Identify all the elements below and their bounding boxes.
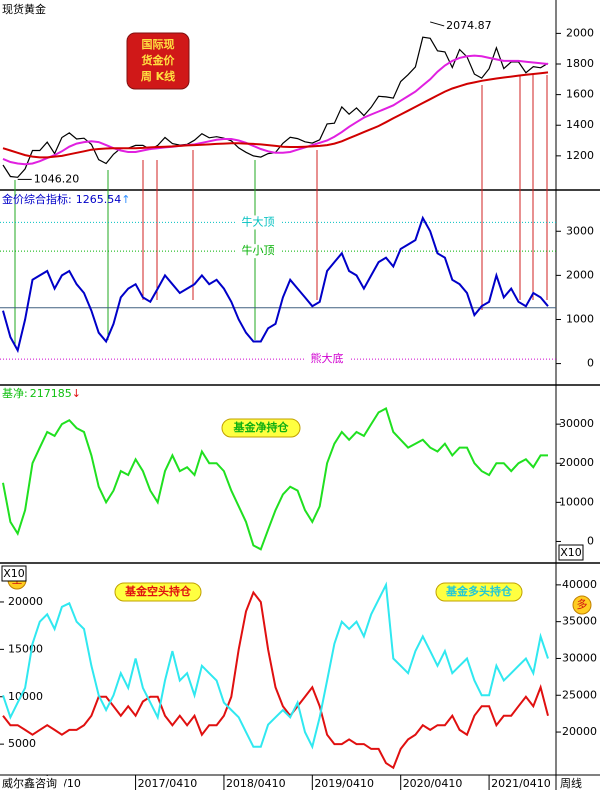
indicator-header: 基净: 217185↓ — [2, 386, 81, 400]
level-label-bg — [236, 215, 280, 230]
indicator-arrow: ↓ — [72, 387, 81, 400]
badge-text: 周 K线 — [141, 69, 175, 83]
badge-text: 国际现 — [142, 37, 175, 51]
indicator-label: 金价综合指标: — [2, 192, 72, 206]
y2-tick-label: 20000 — [562, 725, 597, 738]
level-label: 熊大底 — [311, 351, 344, 365]
series-line — [2, 215, 549, 354]
x-tick-label: 2017/0410 — [138, 777, 198, 790]
source-box — [0, 776, 64, 790]
indicator-value: 217185 — [30, 387, 72, 400]
level-label-bg — [305, 352, 349, 367]
period: 周线 — [560, 776, 582, 790]
y-tick-label: 3000 — [566, 224, 594, 237]
badge-text: 货金价 — [141, 53, 176, 67]
unit-box — [558, 544, 584, 561]
y-tick-label: 1000 — [566, 312, 594, 325]
chart-title: 现货黄金 — [2, 2, 46, 16]
badge — [126, 32, 190, 90]
indicator-arrow: ↑ — [121, 193, 130, 206]
series-line — [2, 407, 548, 551]
y-tick-label: 1200 — [566, 149, 594, 162]
legend-label: 基金空头持仓 — [124, 584, 192, 598]
x-tick-label: 2018/0410 — [226, 777, 286, 790]
y-tick-label: 1600 — [566, 88, 594, 101]
series-line — [2, 590, 549, 770]
y-tick-label: 30000 — [559, 417, 594, 430]
y-tick-label: 5000 — [8, 737, 36, 750]
y2-tick-label: 40000 — [562, 578, 597, 591]
x-tick-label: 2020/0410 — [403, 777, 463, 790]
annotation: 2074.87 — [446, 19, 492, 32]
level-label: 牛小顶 — [242, 243, 275, 257]
y-tick-label: 2000 — [566, 268, 594, 281]
y-tick-label: 2000 — [566, 26, 594, 39]
indicator-label: 基净: — [2, 386, 28, 400]
series-line — [2, 54, 549, 166]
level-label-bg — [236, 244, 280, 259]
annotation-leader — [430, 21, 445, 27]
indicator-header: 金价综合指标: 1265.54↑ — [2, 192, 130, 206]
y-tick-label: 15000 — [8, 642, 43, 655]
y-tick-label: 0 — [587, 357, 594, 370]
y-tick-label: 1400 — [566, 118, 594, 131]
series-line — [2, 581, 549, 750]
series-line — [2, 71, 549, 159]
legend-box — [114, 582, 202, 602]
level-label: 牛大顶 — [242, 214, 275, 228]
signal-lines — [14, 75, 548, 345]
axis-badge-text: 多 — [577, 597, 588, 611]
y-tick-label: 20000 — [559, 456, 594, 469]
unit-note: X10 — [3, 567, 25, 580]
annotation: 1046.20 — [34, 172, 80, 185]
legend-label: 基金净持仓 — [233, 420, 290, 434]
y-tick-label: 0 — [587, 534, 594, 547]
x-tick-label: 2019/0410 — [314, 777, 374, 790]
unit-box — [1, 565, 27, 582]
y2-tick-label: 35000 — [562, 615, 597, 628]
source: 威尔鑫咨询 — [2, 776, 57, 790]
axis-badge — [572, 595, 592, 615]
y2-tick-label: 25000 — [562, 688, 597, 701]
legend-label: 基金多头持仓 — [445, 584, 513, 598]
legend-box — [221, 418, 301, 438]
y-tick-label: 20000 — [8, 595, 43, 608]
y-tick-label: 1800 — [566, 57, 594, 70]
plot: 1200 1400 1600 1800 2000 2074.87 1046.20 0 1000 2… — [0, 19, 597, 790]
indicator-value: 1265.54 — [76, 193, 122, 206]
unit-note: X10 — [560, 546, 582, 559]
y-tick-label: 10000 — [8, 690, 43, 703]
x-tick-label: 2021/0410 — [491, 777, 551, 790]
y-tick-label: 10000 — [559, 495, 594, 508]
y2-tick-label: 30000 — [562, 651, 597, 664]
legend-box — [435, 582, 523, 602]
